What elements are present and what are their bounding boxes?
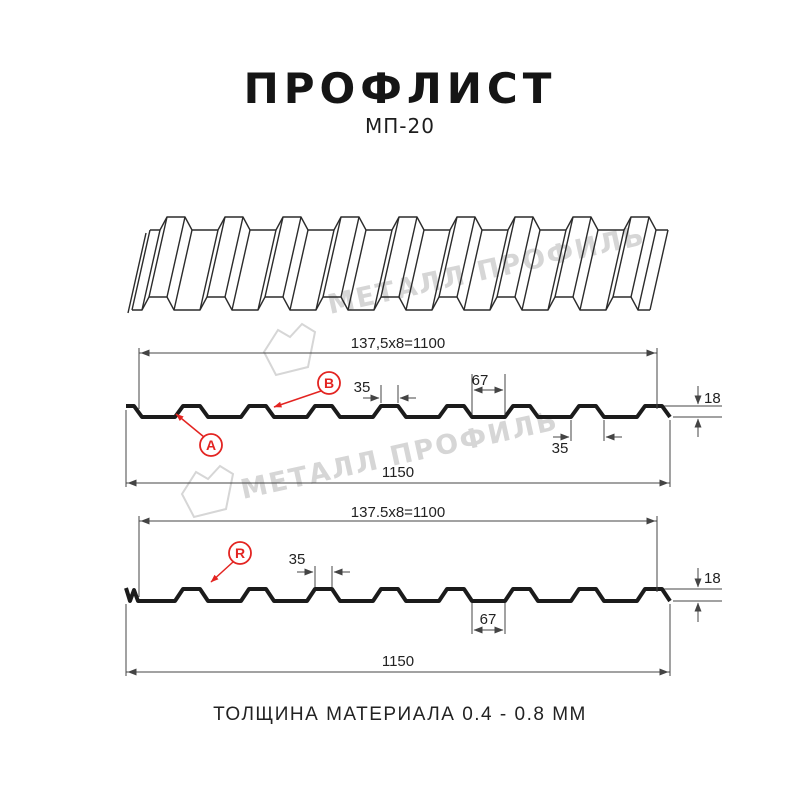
profile-3d-view — [127, 216, 669, 314]
dim-rib-top-width: 35 — [354, 379, 371, 396]
dim-rib-base-width: 35 — [552, 440, 569, 457]
watermark-brand-text: МЕТАЛЛ ПРОФИЛЬ — [325, 220, 649, 321]
dim-working-width: 137,5x8=1100 — [351, 335, 445, 352]
face-label-r-text: R — [235, 545, 245, 561]
profile-outline — [124, 587, 672, 603]
dim-profile-height: 18 — [704, 570, 721, 587]
cross-section-sides-ab: 137,5x8=1100 35 67 35 18 1150 A — [125, 335, 722, 487]
face-label-a: A — [175, 413, 223, 457]
face-label-b-text: B — [324, 375, 334, 391]
dim-total-width: 1150 — [382, 653, 414, 670]
dim-valley-width: 67 — [480, 611, 497, 628]
dimension-lines — [125, 516, 722, 676]
brand-watermark-lower: МЕТАЛЛ ПРОФИЛЬ — [180, 405, 562, 519]
dim-working-width: 137.5x8=1100 — [351, 504, 445, 521]
dim-valley-width: 67 — [472, 372, 489, 389]
dim-profile-height: 18 — [704, 390, 721, 407]
metall-profil-logo-watermark-icon — [262, 322, 317, 377]
profile-outline — [126, 404, 672, 419]
metall-profil-logo-watermark-icon — [180, 464, 235, 519]
face-label-b: B — [273, 371, 341, 408]
face-label-r: R — [210, 541, 252, 583]
dim-rib-top-width: 35 — [289, 551, 306, 568]
material-thickness-note: ТОЛЩИНА МАТЕРИАЛА 0.4 - 0.8 ММ — [213, 704, 587, 725]
watermark-brand-text: МЕТАЛЛ ПРОФИЛЬ — [238, 405, 562, 506]
cross-section-side-r: 137.5x8=1100 35 67 18 1150 R — [124, 504, 722, 676]
dimension-lines — [125, 348, 722, 487]
dim-total-width: 1150 — [382, 464, 414, 481]
face-label-a-text: A — [206, 437, 216, 453]
page-title: ПРОФЛИСТ — [243, 64, 557, 113]
product-model: МП-20 — [365, 114, 435, 138]
